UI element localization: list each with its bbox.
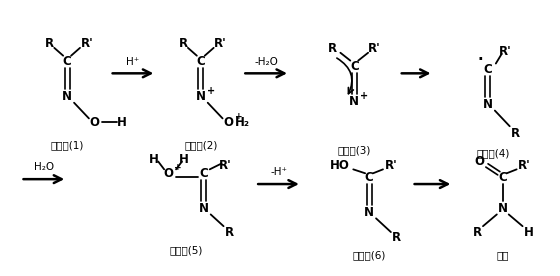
Text: N: N [364,206,374,219]
Text: 反应物(3): 反应物(3) [338,145,371,155]
Text: N: N [199,202,209,215]
Text: N: N [483,98,493,111]
Text: C: C [498,171,507,184]
Text: H₂O: H₂O [34,162,54,172]
Text: C: C [197,55,205,68]
Text: +: + [174,163,182,172]
Text: C: C [199,167,208,180]
FancyArrowPatch shape [337,58,353,94]
Text: O: O [90,116,100,129]
Text: -H₂O: -H₂O [254,57,278,67]
Text: HO: HO [329,159,349,172]
Text: C: C [350,60,358,73]
Text: H: H [150,153,159,166]
Text: O: O [223,116,234,129]
Text: H₂: H₂ [235,116,250,129]
Text: 产物: 产物 [497,251,509,261]
Text: R': R' [81,38,94,51]
Text: R: R [473,225,482,238]
Text: C: C [483,63,492,76]
Text: R': R' [219,159,232,172]
Text: N: N [196,90,206,103]
Text: N: N [62,90,72,103]
Text: R': R' [385,159,397,172]
Text: +: + [360,91,368,101]
Text: 反应物(4): 反应物(4) [476,148,510,158]
Text: ·: · [477,52,483,67]
Text: R': R' [518,159,531,172]
Text: R: R [225,225,234,238]
Text: H: H [524,225,534,238]
Text: R: R [45,38,54,51]
Text: N: N [349,95,360,108]
Text: R': R' [214,38,227,51]
Text: C: C [365,171,374,184]
Text: O: O [163,167,173,180]
Text: R: R [392,232,402,245]
Text: O: O [474,155,484,168]
Text: N: N [498,202,508,215]
Text: -H⁺: -H⁺ [270,167,287,177]
Text: 反应物(5): 反应物(5) [169,245,203,255]
Text: C: C [63,55,72,68]
Text: R: R [328,42,337,55]
Text: 反应物(2): 反应物(2) [184,140,217,150]
Text: R: R [179,38,188,51]
Text: +: + [235,112,242,121]
Text: +: + [207,86,214,96]
Text: R': R' [368,42,380,55]
Text: 反应物(6): 反应物(6) [352,251,386,261]
Text: H: H [179,153,189,166]
Text: H⁺: H⁺ [127,57,139,67]
Text: H: H [116,116,127,129]
Text: 反应物(1): 反应物(1) [50,140,84,150]
Text: R': R' [500,45,512,58]
Text: R: R [511,127,520,140]
